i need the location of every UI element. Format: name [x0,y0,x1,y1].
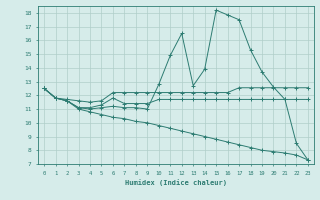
X-axis label: Humidex (Indice chaleur): Humidex (Indice chaleur) [125,179,227,186]
